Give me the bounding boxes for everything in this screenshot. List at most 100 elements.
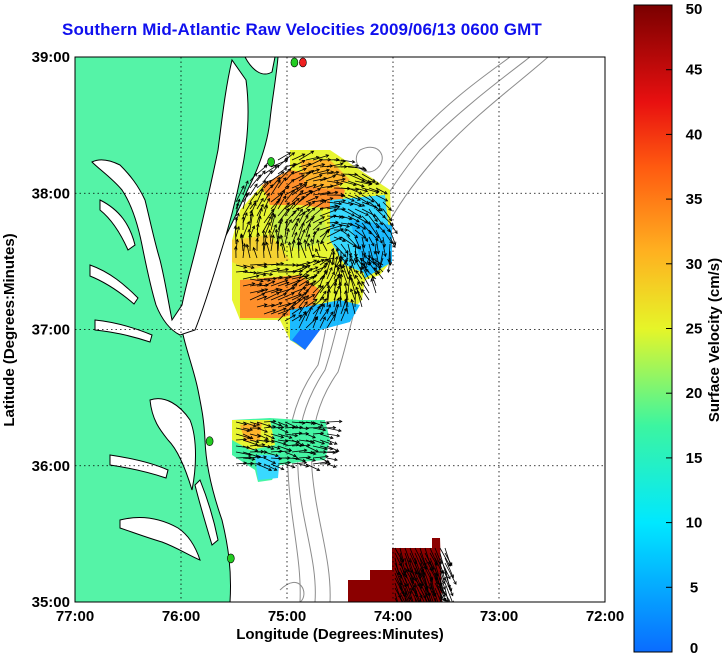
velocity-vector-head — [243, 265, 248, 269]
station-hatteras-marker — [227, 553, 235, 564]
velocity-vector-head — [254, 448, 259, 452]
velocity-vector-head — [295, 207, 300, 211]
velocity-vector — [305, 306, 313, 322]
velocity-vector — [319, 304, 325, 315]
velocity-vector — [326, 206, 340, 210]
velocity-vector — [355, 260, 363, 273]
velocity-vector — [342, 264, 349, 280]
velocity-vector — [394, 562, 402, 579]
velocity-vector — [409, 597, 413, 602]
velocity-vector — [361, 201, 378, 209]
velocity-vector-head — [307, 455, 312, 460]
velocity-vector — [298, 456, 311, 459]
velocity-vector-head — [330, 247, 335, 252]
velocity-vector-head — [302, 211, 306, 215]
velocity-vector-head — [305, 426, 310, 431]
velocity-vector-head — [260, 188, 264, 193]
velocity-vector — [326, 311, 334, 322]
velocity-vector — [360, 258, 370, 266]
velocity-vector-head — [338, 419, 343, 424]
velocity-vector-head — [320, 259, 325, 263]
velocity-vector — [256, 170, 266, 182]
velocity-vector-head — [292, 210, 297, 214]
velocity-vector — [270, 289, 283, 294]
velocity-vector-head — [299, 269, 304, 274]
velocity-vector — [291, 190, 304, 203]
velocity-vector-head — [284, 279, 289, 283]
velocity-vector-head — [315, 196, 319, 200]
velocity-vector — [326, 314, 336, 329]
velocity-vector-head — [263, 295, 268, 299]
velocity-vector-head — [332, 250, 336, 255]
velocity-vector — [298, 150, 314, 161]
velocity-vector — [277, 307, 295, 315]
velocity-vector — [305, 158, 323, 168]
velocity-vector — [263, 280, 275, 287]
velocity-vector — [340, 194, 355, 202]
velocity-vector — [277, 450, 292, 453]
velocity-vector — [319, 290, 327, 301]
velocity-vector — [326, 224, 343, 231]
velocity-vector-head — [275, 453, 279, 458]
velocity-vector-head — [321, 163, 326, 167]
velocity-vector — [277, 313, 286, 322]
velocity-vector — [291, 449, 307, 453]
velocity-vector-head — [275, 164, 280, 169]
velocity-vector-head — [368, 181, 373, 185]
velocity-vector-head — [252, 423, 257, 428]
velocity-vector-head — [388, 207, 392, 211]
velocity-vector — [298, 171, 312, 175]
velocity-vector-head — [362, 244, 366, 249]
velocity-vector-head — [440, 602, 443, 605]
velocity-vector-head — [302, 458, 307, 463]
velocity-vector — [339, 296, 342, 308]
velocity-vector — [312, 270, 320, 280]
velocity-vector-head — [355, 245, 360, 250]
velocity-vector — [312, 305, 321, 322]
velocity-vector-head — [290, 170, 295, 175]
velocity-vector — [354, 180, 372, 185]
velocity-vector — [263, 304, 275, 308]
velocity-vector — [357, 281, 363, 294]
velocity-vector-head — [272, 419, 277, 424]
velocity-vector-head — [270, 208, 275, 213]
velocity-vector-head — [323, 269, 327, 274]
velocity-vector — [235, 456, 252, 459]
velocity-vector — [361, 250, 365, 266]
velocity-vector-head — [301, 174, 305, 178]
velocity-vector-head — [301, 195, 305, 200]
velocity-vector-head — [249, 209, 253, 214]
velocity-vector — [354, 166, 367, 171]
velocity-vector — [354, 236, 361, 250]
velocity-vector — [326, 427, 342, 432]
velocity-vector — [298, 202, 311, 210]
velocity-vector-head — [236, 212, 240, 217]
velocity-vector — [404, 557, 409, 572]
velocity-vector — [291, 168, 307, 175]
velocity-vector — [235, 421, 247, 425]
velocity-vector — [347, 236, 360, 249]
velocity-vector — [375, 250, 380, 266]
velocity-vector — [326, 267, 333, 280]
velocity-vector — [399, 582, 406, 598]
velocity-vector — [249, 456, 261, 459]
velocity-vector — [256, 278, 271, 281]
colorbar-tick-label: 25 — [686, 321, 703, 338]
velocity-vector — [439, 582, 446, 597]
velocity-vector-head — [263, 450, 268, 454]
velocity-vector — [394, 557, 400, 575]
velocity-vector — [429, 597, 432, 602]
velocity-vector — [284, 443, 299, 447]
velocity-vector-head — [296, 217, 300, 222]
velocity-vector-head — [367, 255, 372, 259]
velocity-vector — [291, 184, 307, 196]
velocity-vector-head — [296, 236, 301, 241]
velocity-vector-head — [333, 208, 338, 213]
velocity-vector-head — [417, 613, 420, 616]
velocity-vector — [429, 552, 438, 566]
velocity-vector-head — [256, 422, 261, 426]
velocity-vector-head — [282, 441, 287, 446]
colorbar-tick-label: 30 — [686, 256, 703, 273]
velocity-vector-head — [312, 451, 317, 456]
